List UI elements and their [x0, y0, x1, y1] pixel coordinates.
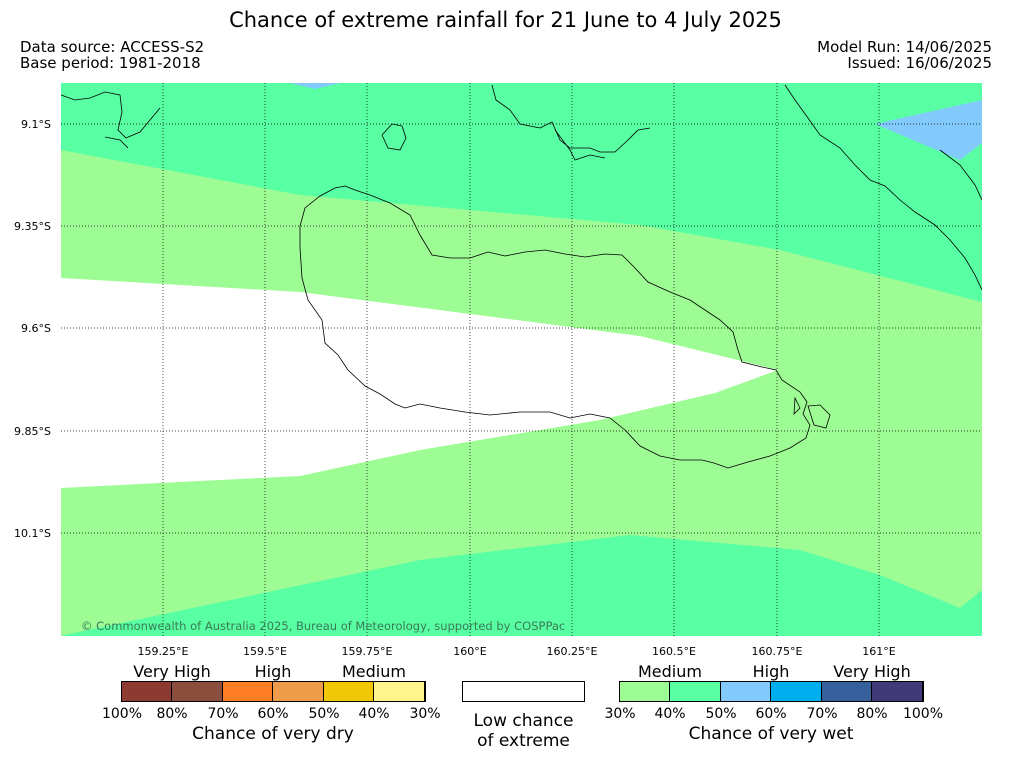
wet-category-medium: Medium — [638, 662, 702, 681]
low-chance-caption-line1: Low chance — [473, 711, 574, 731]
northwest-island-coast — [61, 91, 161, 139]
map-title: Chance of extreme rainfall for 21 June t… — [229, 8, 782, 32]
wet-swatch-40-50 — [670, 681, 721, 702]
wet-swatch-60-70 — [771, 681, 822, 702]
northwest-island-coast-2 — [104, 136, 129, 149]
lat-label-9-6: 9.6°S — [21, 322, 51, 335]
dry-swatch-70-80 — [172, 681, 223, 702]
low-chance-region — [61, 278, 778, 488]
lat-label-9-35: 9.35°S — [14, 220, 51, 233]
copyright-text: © Commonwealth of Australia 2025, Bureau… — [81, 619, 566, 633]
northeast-island-coast-2 — [939, 149, 982, 201]
dry-pct-70: 70% — [207, 706, 239, 722]
wet-colorbar-frame — [619, 681, 924, 702]
low-chance-caption: Low chance of extreme — [462, 711, 585, 751]
wet-legend-caption: Chance of very wet — [688, 724, 854, 744]
dry-category-medium: Medium — [342, 662, 406, 681]
dry-swatch-40-50 — [324, 681, 374, 702]
dry-pct-100: 100% — [101, 706, 143, 722]
lat-label-10-1: 10.1°S — [14, 527, 51, 540]
wet-very-high-patch-top — [290, 83, 340, 89]
dry-category-high: High — [254, 662, 292, 681]
islet-east-coast-2 — [793, 396, 801, 416]
wet-pct-50: 50% — [705, 706, 737, 722]
dry-swatch-80-100 — [122, 681, 172, 702]
north-island-coast-2 — [554, 129, 606, 161]
wet-very-high-patch-east — [875, 100, 982, 160]
dry-legend-caption: Chance of very dry — [192, 724, 354, 744]
main-island-coast — [299, 185, 811, 469]
graticule — [61, 83, 982, 636]
lon-label-160: 160°E — [453, 645, 487, 658]
dry-pct-40: 40% — [358, 706, 390, 722]
wet-category-high: High — [752, 662, 790, 681]
lon-label-159-5: 159.5°E — [243, 645, 287, 658]
lon-label-160-75: 160.75°E — [751, 645, 803, 658]
islet-east-coast — [807, 404, 831, 429]
dry-category-very-high: Very High — [133, 662, 211, 681]
dry-pct-80: 80% — [156, 706, 188, 722]
wet-swatch-70-80 — [822, 681, 872, 702]
low-chance-caption-line2: of extreme — [477, 731, 570, 751]
dry-swatch-50-60 — [273, 681, 324, 702]
lon-label-160-25: 160.25°E — [546, 645, 598, 658]
model-run-block: Model Run: 14/06/2025 Issued: 16/06/2025 — [817, 39, 992, 71]
wet-pct-80: 80% — [856, 706, 888, 722]
wet-swatch-30-40 — [620, 681, 670, 702]
data-source-block: Data source: ACCESS-S2 Base period: 1981… — [20, 39, 204, 71]
lon-label-160-5: 160.5°E — [652, 645, 696, 658]
data-source-text: Data source: ACCESS-S2 — [20, 38, 205, 56]
wet-pct-60: 60% — [755, 706, 787, 722]
wet-pct-40: 40% — [654, 706, 686, 722]
dry-pct-60: 60% — [257, 706, 289, 722]
base-period-text: Base period: 1981-2018 — [20, 54, 201, 72]
wet-swatch-50-60 — [721, 681, 771, 702]
lon-label-161: 161°E — [862, 645, 896, 658]
dry-colorbar-frame — [121, 681, 426, 702]
model-run-text: Model Run: 14/06/2025 — [817, 38, 992, 56]
issued-date-text: Issued: 16/06/2025 — [847, 54, 992, 72]
dry-pct-30: 30% — [409, 706, 441, 722]
wet-swatch-80-100 — [872, 681, 923, 702]
low-chance-swatch — [462, 681, 585, 702]
wet-category-very-high: Very High — [833, 662, 911, 681]
wet-pct-70: 70% — [806, 706, 838, 722]
dry-swatch-60-70 — [223, 681, 273, 702]
lon-label-159-25: 159.25°E — [137, 645, 189, 658]
dry-swatch-30-40 — [374, 681, 425, 702]
wet-pct-30: 30% — [604, 706, 636, 722]
dry-pct-50: 50% — [308, 706, 340, 722]
lat-label-9-1: 9.1°S — [21, 118, 51, 131]
lon-label-159-75: 159.75°E — [341, 645, 393, 658]
lat-label-9-85: 9.85°S — [14, 425, 51, 438]
wet-pct-100: 100% — [902, 706, 944, 722]
